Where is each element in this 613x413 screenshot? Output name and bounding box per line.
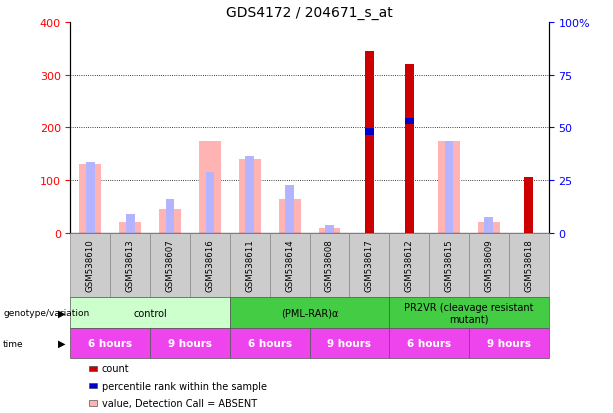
Bar <box>325 225 334 233</box>
Bar <box>239 159 261 233</box>
Bar <box>166 199 175 233</box>
Bar <box>319 228 340 233</box>
Text: 6 hours: 6 hours <box>88 338 132 348</box>
Text: GSM538617: GSM538617 <box>365 239 374 292</box>
Bar <box>438 141 460 233</box>
Bar <box>405 65 414 233</box>
Text: genotype/variation: genotype/variation <box>3 309 89 317</box>
Text: GSM538609: GSM538609 <box>484 239 493 292</box>
Text: GSM538610: GSM538610 <box>86 239 95 292</box>
Text: (PML-RAR)α: (PML-RAR)α <box>281 308 338 318</box>
Text: GSM538616: GSM538616 <box>205 239 215 292</box>
Text: ▶: ▶ <box>58 308 66 318</box>
Bar <box>86 162 95 233</box>
Text: GSM538613: GSM538613 <box>126 239 135 292</box>
Text: control: control <box>133 308 167 318</box>
Bar <box>126 215 135 233</box>
Text: count: count <box>102 363 129 373</box>
Bar <box>199 141 221 233</box>
Text: GSM538615: GSM538615 <box>444 239 454 292</box>
Bar <box>245 157 254 233</box>
Text: 9 hours: 9 hours <box>327 338 371 348</box>
Bar <box>405 119 414 125</box>
Text: 9 hours: 9 hours <box>168 338 212 348</box>
Title: GDS4172 / 204671_s_at: GDS4172 / 204671_s_at <box>226 6 393 20</box>
Text: ▶: ▶ <box>58 338 66 348</box>
Text: GSM538618: GSM538618 <box>524 239 533 292</box>
Bar <box>365 52 374 233</box>
Text: 6 hours: 6 hours <box>407 338 451 348</box>
Bar <box>444 141 454 233</box>
Bar <box>279 199 300 233</box>
Bar <box>365 129 374 135</box>
Bar <box>524 178 533 233</box>
Text: GSM538612: GSM538612 <box>405 239 414 292</box>
Text: 9 hours: 9 hours <box>487 338 531 348</box>
Bar <box>159 210 181 233</box>
Text: GSM538608: GSM538608 <box>325 239 334 292</box>
Bar <box>120 223 141 233</box>
Bar <box>524 185 533 233</box>
Bar <box>80 165 101 233</box>
Text: 6 hours: 6 hours <box>248 338 292 348</box>
Text: GSM538611: GSM538611 <box>245 239 254 292</box>
Text: percentile rank within the sample: percentile rank within the sample <box>102 381 267 391</box>
Text: value, Detection Call = ABSENT: value, Detection Call = ABSENT <box>102 398 257 408</box>
Bar <box>285 186 294 233</box>
Bar <box>478 223 500 233</box>
Bar <box>484 218 493 233</box>
Text: GSM538607: GSM538607 <box>166 239 175 292</box>
Text: GSM538614: GSM538614 <box>285 239 294 292</box>
Bar <box>205 173 215 233</box>
Text: PR2VR (cleavage resistant
mutant): PR2VR (cleavage resistant mutant) <box>404 302 534 324</box>
Text: time: time <box>3 339 24 348</box>
